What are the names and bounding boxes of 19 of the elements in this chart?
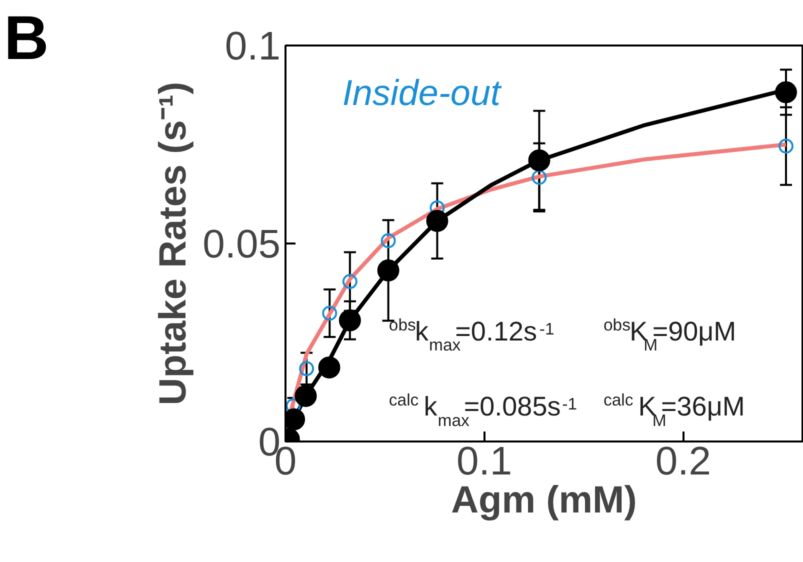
point bbox=[377, 259, 400, 282]
point bbox=[774, 81, 797, 104]
y-axis-title: Uptake Rates (s⁻¹) bbox=[152, 82, 195, 406]
point bbox=[338, 309, 361, 332]
y-tick-label: 0.1 bbox=[224, 24, 281, 68]
point bbox=[426, 210, 448, 232]
point bbox=[380, 233, 396, 248]
y-tick-label: 0.05 bbox=[202, 222, 281, 266]
point bbox=[322, 306, 338, 321]
series-label: Inside-out bbox=[342, 72, 502, 113]
x-tick-label: 0.2 bbox=[655, 440, 711, 484]
text: B bbox=[4, 4, 49, 73]
point bbox=[528, 149, 550, 172]
point bbox=[532, 170, 547, 185]
point bbox=[778, 138, 794, 154]
point bbox=[294, 384, 317, 407]
point bbox=[318, 356, 340, 378]
point bbox=[342, 274, 358, 290]
point bbox=[299, 361, 314, 376]
